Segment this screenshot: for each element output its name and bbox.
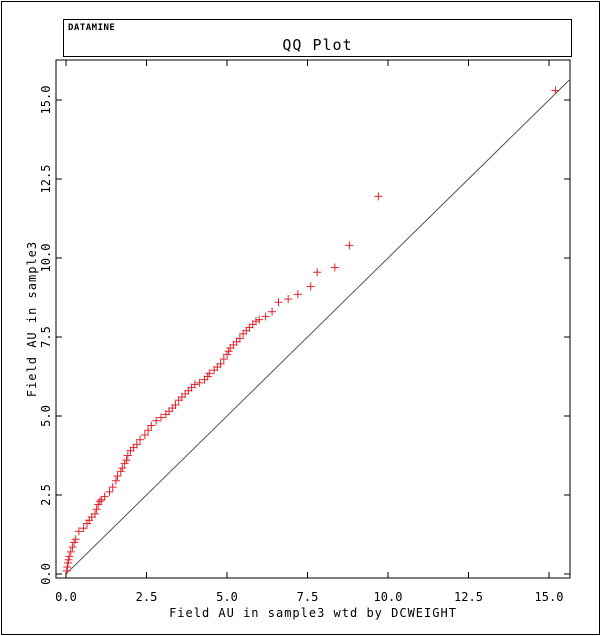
data-point-marker — [268, 307, 277, 316]
data-point-marker — [113, 472, 122, 481]
y-tick-label: 15.0 — [39, 86, 53, 115]
y-tick-label: 10.0 — [39, 244, 53, 273]
data-point-marker — [147, 421, 156, 430]
x-tick-label: 2.5 — [136, 590, 158, 604]
data-point-marker — [216, 359, 225, 368]
y-tick-label: 7.5 — [39, 326, 53, 348]
y-axis-label: Field AU in sample3 — [25, 241, 39, 397]
data-point-marker — [345, 241, 354, 250]
data-point-marker — [255, 315, 264, 324]
tick-marks — [56, 60, 570, 578]
chart-title: QQ Plot — [282, 36, 353, 54]
data-point-marker — [152, 416, 161, 425]
data-point-marker — [190, 380, 199, 389]
x-tick-label: 15.0 — [535, 590, 564, 604]
x-tick-label: 10.0 — [374, 590, 403, 604]
y-tick-label: 5.0 — [39, 405, 53, 427]
data-point-marker — [108, 483, 117, 492]
x-tick-label: 5.0 — [216, 590, 238, 604]
brand-label: DATAMINE — [68, 23, 116, 33]
data-point-marker — [205, 369, 214, 378]
data-point-marker — [156, 413, 165, 422]
data-points — [62, 86, 560, 575]
x-tick-label: 0.0 — [55, 590, 77, 604]
data-point-marker — [90, 509, 99, 518]
data-point-marker — [92, 505, 101, 514]
data-point-marker — [68, 543, 77, 552]
data-point-marker — [65, 552, 74, 561]
data-point-marker — [551, 86, 560, 95]
data-point-marker — [79, 524, 88, 533]
reference-line — [65, 79, 571, 575]
y-tick-label: 2.5 — [39, 484, 53, 506]
data-point-marker — [274, 298, 283, 307]
data-point-marker — [306, 282, 315, 291]
data-point-marker — [71, 535, 80, 544]
data-point-marker — [144, 426, 153, 435]
data-point-marker — [136, 435, 145, 444]
data-point-marker — [74, 527, 83, 536]
data-point-marker — [66, 547, 75, 556]
data-point-marker — [219, 355, 228, 364]
data-point-marker — [284, 295, 293, 304]
tick-labels: 0.0 2.5 5.0 7.5 10.0 12.5 15.0 0.0 2.5 5.0 7.5 10.0… — [39, 86, 563, 604]
data-point-marker — [122, 456, 131, 465]
data-point-marker — [171, 400, 180, 409]
plot-header-box: DATAMINE QQ Plot — [63, 19, 572, 57]
data-point-marker — [123, 451, 132, 460]
data-point-marker — [330, 263, 339, 272]
data-point-marker — [111, 476, 120, 485]
x-tick-label: 7.5 — [297, 590, 319, 604]
data-point-marker — [132, 440, 141, 449]
data-point-marker — [63, 563, 72, 572]
x-axis-label: Field AU in sample3 wtd by DCWEIGHT — [169, 606, 457, 620]
plot-area-border — [55, 59, 571, 579]
data-point-marker — [261, 312, 270, 321]
data-point-marker — [62, 566, 71, 575]
y-tick-label: 0.0 — [39, 563, 53, 585]
data-point-marker — [100, 492, 109, 501]
data-point-marker — [140, 430, 149, 439]
data-point-marker — [293, 290, 302, 299]
data-point-marker — [235, 334, 244, 343]
data-point-marker — [251, 317, 260, 326]
data-point-marker — [313, 268, 322, 277]
data-point-marker — [195, 378, 204, 387]
data-point-marker — [105, 487, 114, 496]
data-point-marker — [118, 464, 127, 473]
x-tick-label: 12.5 — [454, 590, 483, 604]
y-tick-label: 12.5 — [39, 165, 53, 194]
data-point-marker — [95, 497, 104, 506]
data-point-marker — [374, 192, 383, 201]
